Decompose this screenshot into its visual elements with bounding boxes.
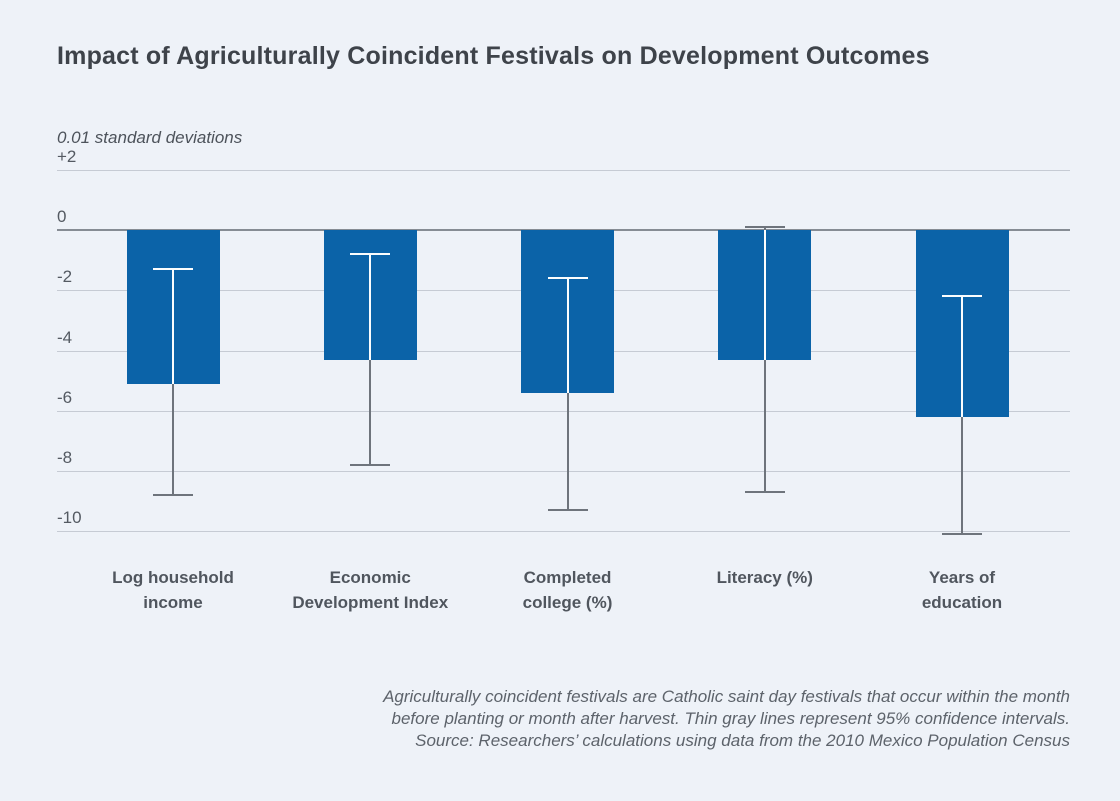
y-tick-label: -2 — [57, 267, 73, 287]
ci-line-segment — [172, 383, 174, 495]
ci-cap — [350, 253, 391, 256]
footnote-line-2: before planting or month after harvest. … — [391, 709, 1070, 728]
gridline — [57, 170, 1070, 171]
y-tick-label: -10 — [57, 508, 82, 527]
category-label: Literacy (%) — [716, 568, 813, 587]
ci-cap — [350, 463, 391, 466]
chart-footnote: Agriculturally coincident festivals are … — [383, 686, 1070, 752]
gridline — [57, 531, 1070, 532]
category-label: Economic Development Index — [292, 568, 449, 612]
ci-cap — [744, 226, 785, 229]
page-title: Impact of Agriculturally Coincident Fest… — [57, 42, 930, 70]
ci-line-segment — [961, 296, 963, 417]
category-label: Log household income — [112, 568, 234, 612]
gridline — [57, 410, 1070, 412]
y-tick-label: 0 — [57, 207, 67, 227]
y-tick-label: -6 — [57, 387, 73, 407]
y-tick-label: +2 — [57, 147, 77, 166]
ci-cap — [153, 493, 193, 496]
chart-plot-area: +2 0 -2 -4 -6 -8 -10 — [57, 147, 1070, 535]
ci-cap — [942, 533, 982, 535]
ci-cap — [547, 277, 588, 280]
ci-line-segment — [763, 359, 766, 492]
footnote-line-3: Source: Researchers’ calculations using … — [415, 731, 1070, 750]
y-tick-label: -4 — [57, 327, 73, 347]
y-axis-unit-label: 0.01 standard deviations — [57, 128, 243, 147]
ci-line-segment — [369, 254, 372, 360]
ci-cap — [744, 490, 785, 493]
ci-line-segment — [961, 416, 963, 534]
ci-cap — [942, 295, 982, 298]
footnote-line-1: Agriculturally coincident festivals are … — [383, 687, 1070, 706]
ci-cap — [153, 268, 193, 271]
category-label: Completed college (%) — [522, 568, 613, 612]
y-tick-label: -8 — [57, 447, 73, 467]
ci-line-segment — [763, 227, 766, 231]
ci-line-segment — [172, 269, 174, 384]
ci-line-segment — [566, 392, 569, 510]
ci-cap — [547, 508, 588, 511]
ci-line-segment — [763, 230, 766, 360]
gridline — [57, 470, 1070, 472]
category-label: Years of education — [921, 568, 1003, 612]
ci-line-segment — [369, 359, 372, 465]
ci-line-segment — [566, 278, 569, 393]
